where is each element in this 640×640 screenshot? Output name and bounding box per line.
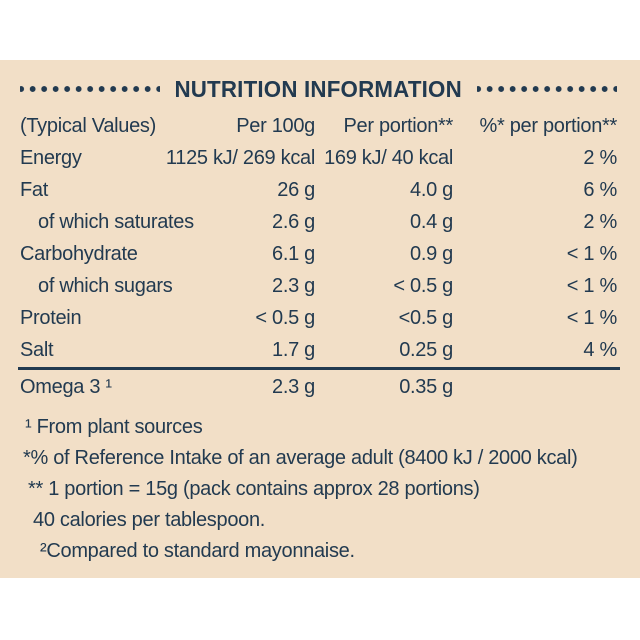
row-protein-label: Protein [20,307,82,329]
row-energy-pct: 2 % [583,147,617,169]
row-saturates-per100g: 2.6 g [272,211,315,233]
row-sugars-label: of which sugars [38,275,173,297]
footnotes: ¹ From plant sources *% of Reference Int… [20,412,617,567]
col-header-typical-values: (Typical Values) [20,115,156,137]
footnote-calories: 40 calories per tablespoon. [33,509,266,531]
footnote-portion-size: ** 1 portion = 15g (pack contains approx… [28,478,480,500]
table-divider [18,367,620,370]
dotted-line-right-icon [476,85,618,93]
row-saturates-pct: 2 % [583,211,617,233]
row-energy-label: Energy [20,147,82,169]
row-fat-pct: 6 % [583,179,617,201]
col-header-per-portion: Per portion** [343,115,454,137]
row-protein-per100g: < 0.5 g [255,307,315,329]
row-saturates-label: of which saturates [38,211,194,233]
row-energy-per100g: 1125 kJ/ 269 kcal [165,147,315,169]
row-omega3-per100g: 2.3 g [272,376,315,398]
row-sugars-pct: < 1 % [566,275,618,297]
panel-header: NUTRITION INFORMATION [20,74,618,104]
row-salt-per100g: 1.7 g [272,339,315,361]
row-energy-portion: 169 kJ/ 40 kcal [324,147,453,169]
row-protein-portion: <0.5 g [398,307,454,329]
row-salt-portion: 0.25 g [399,339,453,361]
row-salt-label: Salt [20,339,54,361]
row-carbohydrate-portion: 0.9 g [410,243,453,265]
row-salt-pct: 4 % [583,339,617,361]
footnote-plant-sources: ¹ From plant sources [25,416,203,438]
row-carbohydrate-label: Carbohydrate [20,243,138,265]
col-header-pct-per-portion: %* per portion** [479,115,617,137]
row-omega3-portion: 0.35 g [399,376,453,398]
row-fat-per100g: 26 g [277,179,315,201]
omega-row: Omega 3 ¹ 2.3 g 0.35 g [20,371,617,403]
nutrition-panel: NUTRITION INFORMATION (Typical Values) P… [0,60,640,578]
row-sugars-portion: < 0.5 g [393,275,453,297]
nutrition-table: (Typical Values) Per 100g Per portion** … [20,110,617,366]
row-sugars-per100g: 2.3 g [272,275,315,297]
row-fat-portion: 4.0 g [410,179,453,201]
dotted-line-left-icon [20,85,161,93]
footnote-compared: ²Compared to standard mayonnaise. [40,540,355,562]
row-saturates-portion: 0.4 g [410,211,453,233]
row-carbohydrate-pct: < 1 % [566,243,618,265]
footnote-reference-intake: *% of Reference Intake of an average adu… [23,447,578,469]
row-protein-pct: < 1 % [566,307,618,329]
row-omega3-label: Omega 3 ¹ [20,376,112,398]
row-omega3-pct [453,371,617,403]
col-header-per-100g: Per 100g [236,115,315,137]
row-carbohydrate-per100g: 6.1 g [272,243,315,265]
panel-title: NUTRITION INFORMATION [174,75,463,102]
row-fat-label: Fat [20,179,48,201]
